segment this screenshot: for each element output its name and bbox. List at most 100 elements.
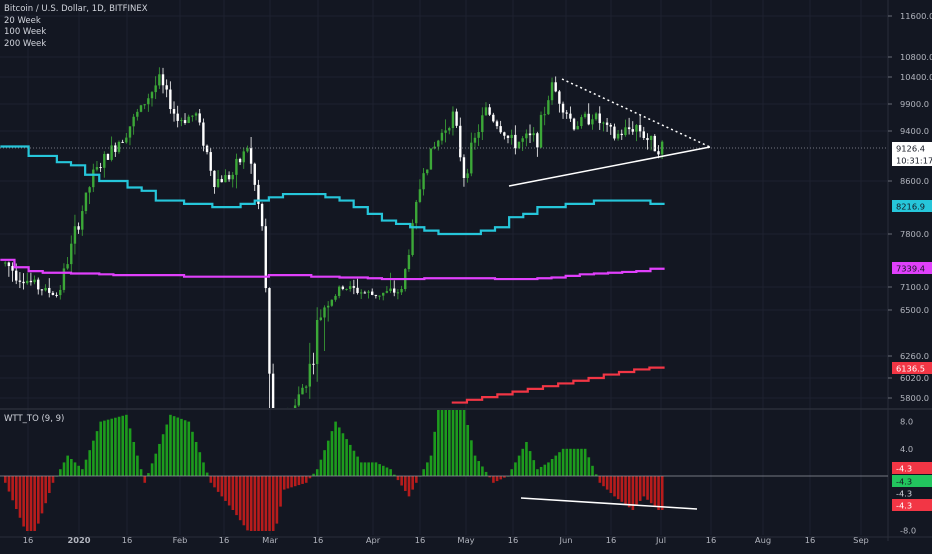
oscillator-bar: [576, 448, 580, 476]
oscillator-bar: [213, 476, 216, 488]
oscillator-bar: [393, 474, 396, 476]
candle-body: [572, 118, 576, 130]
candle-body: [11, 266, 14, 271]
candle-body: [110, 145, 113, 160]
oscillator-bar: [128, 428, 132, 476]
candle-body: [624, 127, 627, 136]
candle-body: [378, 295, 381, 297]
oscillator-bar: [616, 476, 620, 500]
oscillator-bar: [510, 469, 514, 476]
oscillator-bar: [4, 476, 7, 483]
candle-body: [525, 133, 528, 139]
candle-body: [48, 287, 51, 293]
oscillator-bar: [499, 476, 503, 480]
oscillator-bar: [99, 421, 103, 476]
candle-body: [459, 125, 462, 158]
candle-body: [220, 179, 223, 183]
candle-body: [304, 386, 308, 388]
candle-body: [356, 287, 359, 293]
oscillator-bar: [66, 455, 69, 476]
candle-body: [429, 148, 433, 170]
oscillator-bar: [444, 410, 447, 476]
candle-body: [132, 116, 135, 127]
osc-side-badge-1: -4.3: [892, 475, 932, 487]
osc-side-badge-4-text: -4.3: [896, 501, 912, 511]
candle-body: [565, 112, 568, 114]
ma200-label[interactable]: 200 Week: [4, 38, 47, 49]
oscillator-bar: [359, 462, 363, 476]
candle-body: [543, 114, 546, 116]
candle-body: [532, 133, 535, 136]
oscillator-bar: [231, 476, 235, 510]
candles: [4, 67, 664, 408]
oscillator-bar: [114, 417, 117, 476]
candle-body: [396, 292, 400, 294]
candle-body: [462, 157, 466, 178]
price-tick-label: 11600.0: [900, 11, 932, 21]
oscillator-bar: [649, 476, 653, 504]
oscillator-bar: [473, 455, 477, 476]
candle-body: [326, 305, 330, 308]
time-tick-label: Jun: [559, 535, 573, 545]
oscillator-bar: [29, 476, 33, 531]
candle-body: [319, 317, 323, 321]
oscillator-bar: [660, 476, 664, 510]
oscillator-bar: [521, 448, 525, 476]
oscillator-bar: [455, 410, 459, 476]
indicator-title[interactable]: WTT_TO (9, 9): [4, 414, 65, 424]
candle-body: [260, 203, 264, 227]
candle-body: [367, 291, 370, 293]
candle-body: [642, 131, 645, 139]
oscillator-bar: [249, 476, 253, 531]
oscillator-bar: [341, 433, 345, 476]
ma20-label[interactable]: 20 Week: [4, 15, 41, 26]
candle-body: [143, 104, 146, 106]
candle-body: [15, 270, 18, 281]
time-tick-label: Jul: [655, 535, 666, 545]
time-tick-label: May: [457, 535, 474, 545]
ma100-price-badge-text: 7339.4: [896, 264, 925, 274]
price-axis-labels: 11600.0 10800.0 10400.0 9900.0 9400.0 8600.0 7…: [888, 11, 932, 535]
candle-body: [106, 153, 110, 160]
oscillator-bar: [561, 448, 565, 476]
candle-body: [70, 243, 73, 265]
candle-body: [649, 135, 653, 141]
candle-body: [554, 82, 557, 92]
candle-body: [301, 387, 304, 395]
candle-body: [576, 126, 579, 130]
oscillator-bar: [330, 431, 334, 476]
oscillator-bar: [484, 471, 488, 476]
candle-body: [437, 140, 440, 147]
price-tick-label: 7100.0: [900, 282, 929, 292]
oscillator-bar: [260, 476, 264, 531]
candle-body: [92, 169, 95, 188]
oscillator-bar: [187, 421, 191, 476]
candle-body: [147, 98, 150, 105]
ma100-label[interactable]: 100 Week: [4, 27, 47, 37]
oscillator-bar: [462, 410, 466, 476]
oscillator-bar: [429, 455, 433, 476]
candle-body: [227, 175, 231, 180]
candle-body: [374, 294, 378, 296]
oscillator-bar: [308, 476, 312, 479]
candle-body: [481, 115, 484, 133]
osc-tick-label: 8.0: [900, 417, 913, 427]
oscillator-bar: [205, 472, 209, 476]
oscillator-bar: [271, 476, 275, 531]
candle-body: [55, 294, 58, 296]
candle-body: [591, 119, 594, 125]
oscillator-bar: [488, 476, 492, 478]
candle-body: [315, 320, 319, 365]
symbol-title[interactable]: Bitcoin / U.S. Dollar, 1D, BITFINEX: [4, 4, 148, 14]
candle-body: [125, 137, 128, 143]
candle-body: [484, 107, 488, 116]
oscillator-bar: [385, 467, 389, 476]
oscillator-bar: [77, 465, 80, 476]
oscillator-bar: [253, 476, 257, 531]
oscillator-bar: [106, 419, 110, 476]
oscillator-bar: [319, 459, 323, 476]
candle-body: [242, 151, 245, 163]
oscillator-bar: [84, 459, 88, 476]
